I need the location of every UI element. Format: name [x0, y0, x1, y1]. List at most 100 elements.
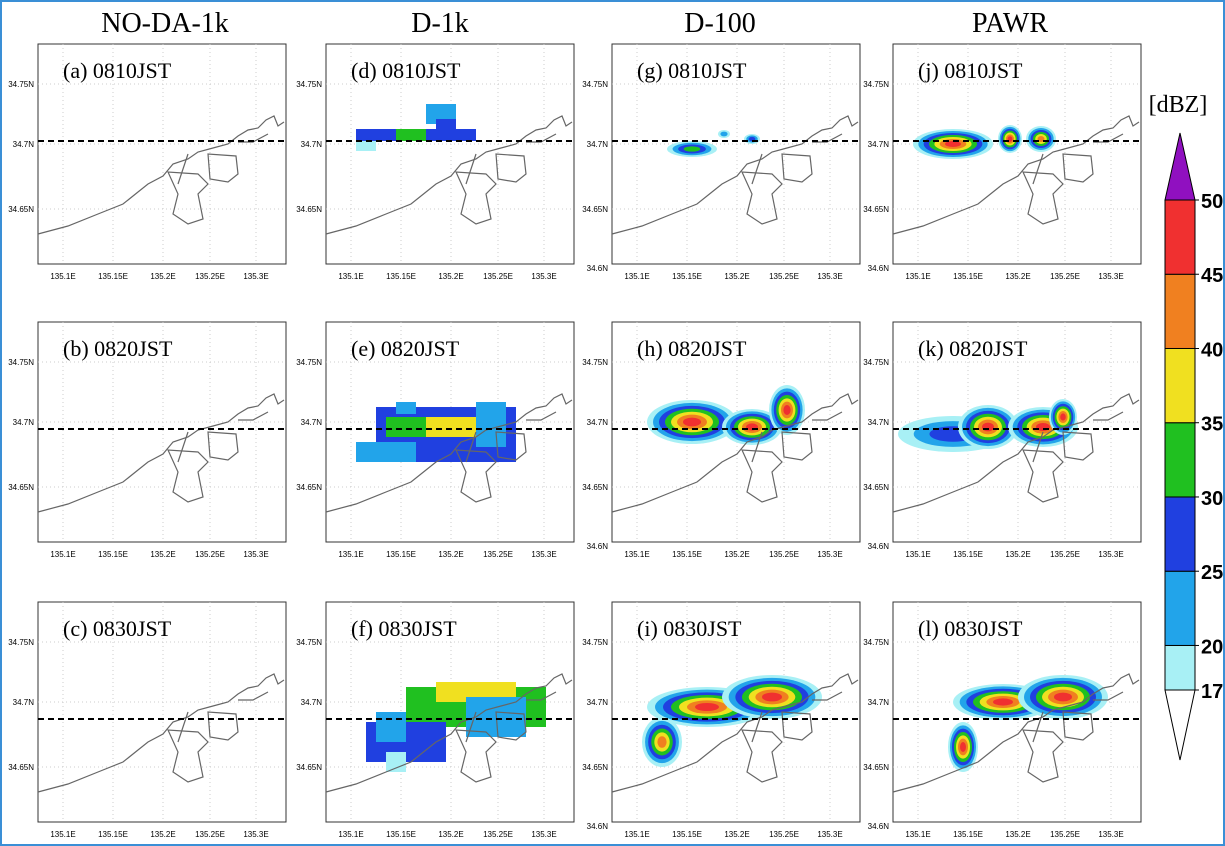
- x-tick-label: 135.25E: [769, 272, 799, 281]
- reflectivity-area: [720, 132, 727, 137]
- y-tick-label: 34.75N: [863, 358, 889, 367]
- y-tick-label: 34.75N: [582, 80, 608, 89]
- reflectivity-cell: [436, 119, 456, 129]
- y-tick-label: 34.75N: [582, 638, 608, 647]
- x-tick-label: 135.25E: [1050, 550, 1080, 559]
- x-tick-label: 135.2E: [150, 550, 175, 559]
- y-tick-label: 34.65N: [863, 763, 889, 772]
- y-tick-label: 34.75N: [296, 80, 322, 89]
- x-tick-label: 135.2E: [1005, 830, 1030, 839]
- x-tick-label: 135.1E: [624, 830, 649, 839]
- reflectivity-cell: [386, 752, 406, 772]
- y-tick-label: 34.75N: [8, 358, 34, 367]
- x-tick-label: 135.2E: [1005, 550, 1030, 559]
- x-tick-label: 135.3E: [531, 272, 556, 281]
- x-tick-label: 135.1E: [624, 550, 649, 559]
- y-tick-label: 34.7N: [301, 698, 323, 707]
- panel-label: (l) 0830JST: [918, 616, 1023, 641]
- x-tick-label: 135.2E: [438, 272, 463, 281]
- x-tick-label: 135.3E: [1098, 830, 1123, 839]
- y-tick-label: 34.65N: [863, 483, 889, 492]
- x-tick-label: 135.2E: [724, 272, 749, 281]
- y-tick-label: 34.7N: [301, 418, 323, 427]
- colorbar-tick-label: 25: [1201, 562, 1223, 584]
- x-tick-label: 135.25E: [195, 272, 225, 281]
- colorbar-tick-label: 40: [1201, 339, 1223, 361]
- y-tick-label: 34.7N: [587, 698, 609, 707]
- x-tick-label: 135.15E: [672, 272, 702, 281]
- colorbar-tick-label: 35: [1201, 414, 1223, 436]
- y-tick-label: 34.65N: [296, 205, 322, 214]
- panel-label: (j) 0810JST: [918, 58, 1023, 83]
- colorbar-segment: [1165, 348, 1195, 422]
- map-panel: (b) 0820JST135.1E135.15E135.2E135.25E135…: [8, 322, 286, 559]
- x-tick-label: 135.3E: [243, 830, 268, 839]
- y-tick-label: 34.6N: [868, 264, 890, 273]
- x-tick-label: 135.1E: [905, 550, 930, 559]
- y-tick-label: 34.65N: [863, 205, 889, 214]
- panel-label: (e) 0820JST: [351, 336, 460, 361]
- x-tick-label: 135.2E: [150, 830, 175, 839]
- x-tick-label: 135.3E: [531, 830, 556, 839]
- x-tick-label: 135.25E: [769, 830, 799, 839]
- map-panel: (c) 0830JST135.1E135.15E135.2E135.25E135…: [8, 602, 286, 839]
- x-tick-label: 135.2E: [724, 550, 749, 559]
- y-tick-label: 34.65N: [296, 763, 322, 772]
- x-tick-label: 135.15E: [386, 550, 416, 559]
- x-tick-label: 135.2E: [438, 830, 463, 839]
- reflectivity-cell: [396, 129, 426, 141]
- y-tick-label: 34.65N: [8, 763, 34, 772]
- column-title: PAWR: [972, 8, 1048, 39]
- x-tick-label: 135.3E: [817, 830, 842, 839]
- y-tick-label: 34.7N: [13, 418, 35, 427]
- reflectivity-area: [683, 418, 701, 427]
- colorbar-tick-label: 17: [1201, 681, 1223, 703]
- panel-label: (c) 0830JST: [63, 616, 172, 641]
- y-tick-label: 34.6N: [587, 264, 609, 273]
- x-tick-label: 135.3E: [243, 550, 268, 559]
- x-tick-label: 135.1E: [338, 830, 363, 839]
- y-tick-label: 34.65N: [582, 483, 608, 492]
- colorbar-tick-label: 30: [1201, 488, 1223, 510]
- panel-label: (g) 0810JST: [637, 58, 747, 83]
- y-tick-label: 34.7N: [13, 698, 35, 707]
- map-panel: (j) 0810JST135.1E135.15E135.2E135.25E135…: [863, 44, 1141, 281]
- x-tick-label: 135.2E: [150, 272, 175, 281]
- colorbar-segment: [1165, 497, 1195, 571]
- x-tick-label: 135.15E: [953, 830, 983, 839]
- reflectivity-area: [657, 736, 666, 748]
- y-tick-label: 34.75N: [8, 638, 34, 647]
- reflectivity-cell: [376, 712, 406, 742]
- reflectivity-area: [982, 423, 994, 432]
- y-tick-label: 34.7N: [301, 140, 323, 149]
- reflectivity-area: [762, 693, 782, 702]
- x-tick-label: 135.25E: [483, 550, 513, 559]
- colorbar-segment: [1165, 200, 1195, 274]
- x-tick-label: 135.15E: [386, 272, 416, 281]
- panel-label: (i) 0830JST: [637, 616, 742, 641]
- reflectivity-area: [1060, 413, 1066, 420]
- y-tick-label: 34.75N: [296, 358, 322, 367]
- y-tick-label: 34.7N: [587, 140, 609, 149]
- y-tick-label: 34.65N: [296, 483, 322, 492]
- x-tick-label: 135.1E: [50, 830, 75, 839]
- reflectivity-cell: [476, 402, 506, 447]
- colorbar-tick-label: 45: [1201, 265, 1223, 287]
- reflectivity-area: [960, 742, 966, 752]
- reflectivity-area: [783, 405, 790, 415]
- colorbar-tick-label: 50: [1201, 191, 1223, 213]
- figure: NO-DA-1kD-1kD-100PAWR(a) 0810JST135.1E13…: [0, 0, 1225, 846]
- x-tick-label: 135.1E: [624, 272, 649, 281]
- x-tick-label: 135.1E: [338, 272, 363, 281]
- colorbar-segment: [1165, 571, 1195, 645]
- y-tick-label: 34.7N: [868, 698, 890, 707]
- panel-label: (b) 0820JST: [63, 336, 173, 361]
- map-panel: (e) 0820JST135.1E135.15E135.2E135.25E135…: [296, 322, 574, 559]
- x-tick-label: 135.25E: [1050, 830, 1080, 839]
- colorbar-unit: [dBZ]: [1149, 92, 1208, 118]
- x-tick-label: 135.15E: [953, 550, 983, 559]
